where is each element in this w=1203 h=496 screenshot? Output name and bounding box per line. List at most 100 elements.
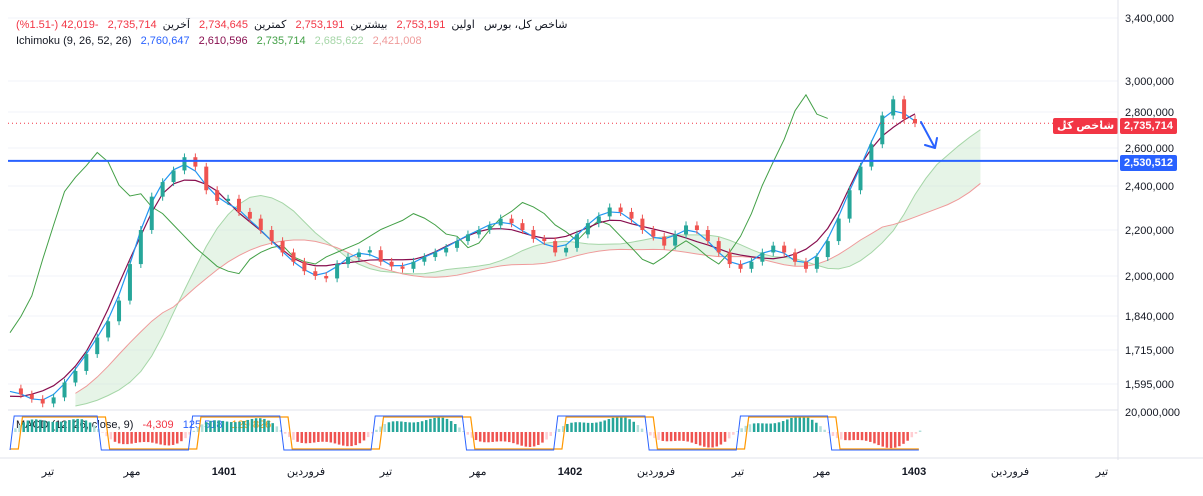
macd-histogram-bar [308,432,312,444]
macd-histogram-bar [80,419,84,432]
macd-histogram-bar [22,422,25,432]
y-tick-label: 2,800,000 [1125,107,1174,119]
candle-body [913,118,917,124]
candle-body [117,300,122,322]
macd-histogram-bar [877,432,880,446]
macd-histogram-bar [325,432,328,442]
macd-histogram-bar [669,432,673,442]
candle-body [73,370,78,383]
macd-histogram-bar [113,432,117,442]
macd-histogram-bar [192,430,196,432]
macd-histogram-bar [68,420,71,432]
macd-histogram-bar [474,432,478,441]
macd-histogram-bar [781,421,785,432]
macd-histogram-bar [171,432,175,445]
candle-body [847,190,852,219]
macd-histogram-bar [263,418,266,432]
macd-histogram-bar [105,432,108,437]
chikou-span-line [9,93,828,333]
macd-histogram-bar [350,432,353,447]
candle-body [738,264,743,269]
candle-body [411,261,416,269]
macd-histogram-bar [246,419,250,432]
x-tick-label: فروردین [991,466,1029,478]
candle-body [716,241,721,253]
ichimoku-legend: Ichimoku (9, 26, 52, 26) 2,760,647 2,610… [16,35,428,47]
macd-histogram-bar [757,423,760,432]
macd-histogram-bar [196,427,200,432]
x-tick-label: 1402 [558,466,582,478]
candle-body [542,238,547,242]
macd-histogram-bar [611,417,615,432]
candle-body [324,276,329,279]
candle-body [455,241,460,248]
macd-line [9,415,919,451]
macd-histogram-bar [893,432,897,448]
candle-body [662,236,667,246]
candle-body [84,354,89,371]
candle-body [29,394,34,399]
macd-histogram-bar [138,432,142,443]
macd-histogram-bar [84,420,88,432]
macd-histogram-bar [167,432,171,446]
macd-tick-label: 20,000,000 [1125,407,1180,419]
macd-histogram-bar [777,422,781,432]
macd-histogram-bar [707,432,710,448]
macd-histogram-bar [217,420,220,432]
candle-body [160,182,165,197]
candle-body [629,211,634,219]
macd-histogram-bar [101,432,104,433]
macd-histogram-bar [159,432,162,445]
ichimoku-value-3: 2,735,714 [256,35,306,47]
candle-body [269,230,274,242]
macd-histogram-bar [790,417,793,432]
macd-histogram-bar [146,432,150,443]
macd-histogram-bar [723,432,727,442]
x-tick-label: تیر [1095,466,1108,478]
macd-histogram-bar [636,425,640,432]
macd-histogram-bar [902,432,905,444]
candle-body [520,223,525,230]
macd-histogram-bar [620,416,623,432]
macd-histogram-bar [229,422,233,432]
macd-histogram-bar [312,432,316,443]
macd-histogram-bar [495,432,499,442]
macd-histogram-bar [769,423,772,432]
header-legend: شاخص کل، بورس اولین 2,753,191 بیشترین 2,75… [16,18,573,31]
macd-histogram-bar [748,424,752,432]
candle-body [793,252,798,262]
macd-histogram-bar [188,432,191,435]
macd-histogram-bar [653,432,656,439]
macd-histogram-bar [254,418,258,432]
macd-histogram-bar [752,423,756,432]
ichimoku-value-2: 2,610,596 [198,35,248,47]
macd-histogram-bar [483,432,486,443]
candle-body [902,99,907,119]
macd-histogram-bar [59,421,63,432]
candle-body [378,250,383,262]
macd-histogram-bar [545,432,548,440]
macd-histogram-bar [798,416,801,432]
macd-histogram-bar [267,420,270,432]
macd-histogram-bar [773,423,777,432]
macd-histogram-bar [632,421,635,432]
candle-body [62,382,67,398]
macd-histogram-bar [690,432,694,443]
macd-histogram-bar [806,417,810,432]
macd-histogram-bar [918,430,922,432]
macd-histogram-bar [657,432,660,440]
last-value: 2,735,714 [107,19,157,31]
macd-histogram-bar [703,432,706,447]
macd-histogram-bar [835,432,839,439]
candle-body [51,397,56,404]
macd-histogram-bar [43,420,46,432]
candle-body [640,218,645,230]
macd-histogram-bar [582,422,586,432]
macd-histogram-bar [914,432,918,434]
macd-histogram-bar [180,432,183,442]
macd-histogram-bar [844,432,847,441]
y-tick-label: 1,595,000 [1125,379,1174,391]
macd-histogram-bar [296,432,299,442]
first-label: اولین [451,19,475,31]
